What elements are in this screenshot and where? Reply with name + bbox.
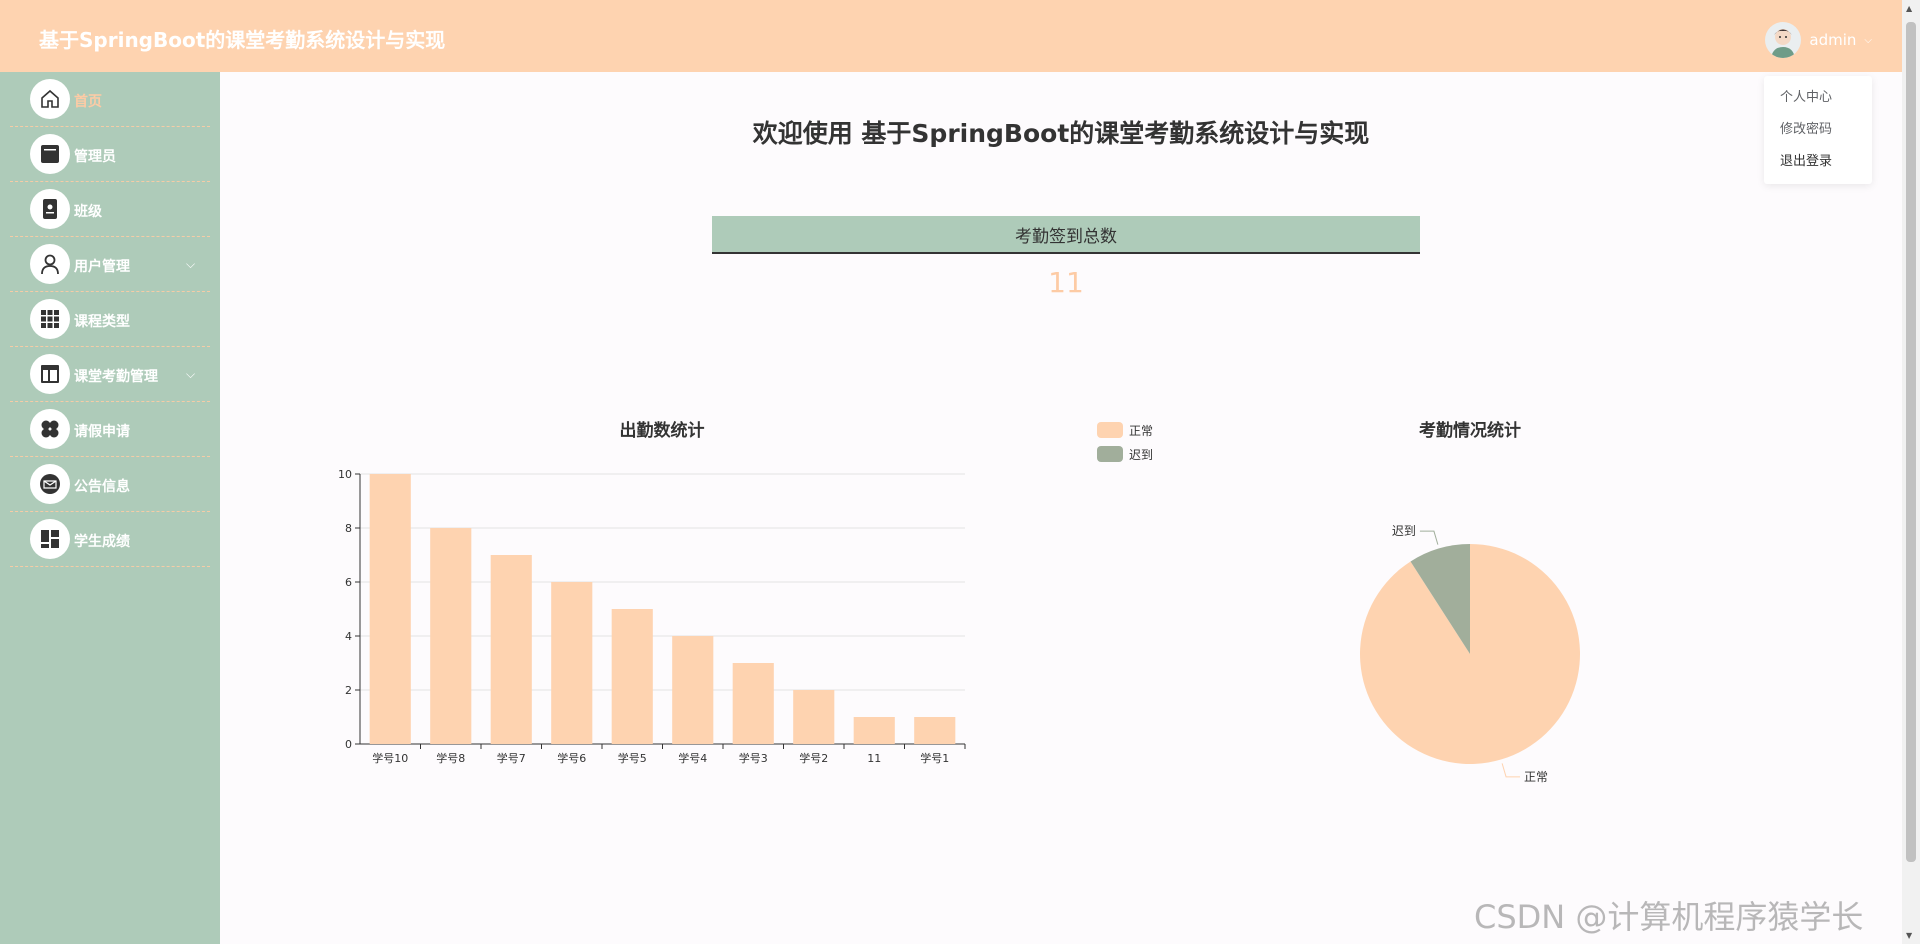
chevron-down-icon: ⌵ [1864, 34, 1872, 46]
watermark: CSDN @计算机程序猿学长 [1474, 898, 1864, 936]
bar [611, 609, 653, 744]
legend-swatch [1097, 446, 1123, 462]
stat-label: 考勤签到总数 [1015, 226, 1117, 247]
y-tick-label: 4 [345, 630, 352, 643]
scroll-up-icon[interactable]: ▲ [1906, 4, 1913, 13]
app-title: 基于SpringBoot的课堂考勤系统设计与实现 [39, 28, 446, 52]
x-tick-label: 学号10 [372, 751, 408, 765]
bar [853, 717, 895, 744]
sidebar-item-home[interactable]: 首页 [10, 72, 210, 127]
sidebar-item-label: 课程类型 [74, 314, 130, 330]
legend-item-late[interactable]: 迟到 [1097, 442, 1153, 466]
legend-label: 正常 [1129, 423, 1154, 438]
sidebar-item-class[interactable]: 班级 [10, 182, 210, 237]
y-tick-label: 6 [345, 576, 352, 589]
y-tick-label: 2 [345, 684, 352, 697]
sidebar-item-label: 课堂考勤管理 [74, 369, 158, 385]
bar [914, 717, 956, 744]
legend-swatch [1097, 422, 1123, 438]
layout-icon [30, 354, 70, 394]
x-tick-label: 学号8 [436, 751, 465, 765]
sidebar-item-attendance-management[interactable]: 课堂考勤管理 ⌵ [10, 347, 210, 402]
class-icon [30, 189, 70, 229]
sidebar-item-label: 管理员 [74, 149, 116, 165]
sidebar-item-label: 首页 [74, 94, 102, 110]
admin-icon [30, 134, 70, 174]
mail-icon [30, 464, 70, 504]
sidebar-item-student-grades[interactable]: 学生成绩 [10, 512, 210, 567]
pie-label-line [1419, 530, 1439, 545]
user-icon [30, 244, 70, 284]
x-tick-label: 学号6 [557, 751, 586, 765]
sidebar-item-label: 公告信息 [74, 479, 130, 495]
x-tick-label: 学号5 [618, 751, 647, 765]
x-tick-label: 学号2 [799, 751, 828, 765]
pie-label: 正常 [1524, 770, 1548, 784]
sidebar-item-label: 学生成绩 [74, 534, 130, 550]
bar-chart-title: 出勤数统计 [619, 421, 705, 441]
bar [551, 582, 593, 744]
user-dropdown-menu: 个人中心 修改密码 退出登录 [1764, 76, 1872, 184]
x-tick-label: 学号7 [497, 751, 526, 765]
sidebar-item-admin[interactable]: 管理员 [10, 127, 210, 182]
sidebar: 首页 管理员 班级 用户管理 ⌵ 课程类型 课堂考勤管 [0, 72, 220, 944]
sidebar-item-course-type[interactable]: 课程类型 [10, 292, 210, 347]
stat-card: 考勤签到总数 [712, 216, 1420, 254]
pie-slice [1410, 544, 1470, 654]
sidebar-item-label: 请假申请 [74, 424, 130, 440]
page-scrollbar[interactable]: ▲ ▼ [1902, 0, 1920, 944]
user-name: admin [1809, 31, 1857, 49]
attendance-pie-chart: 正常 迟到 [1360, 524, 1580, 784]
grid-icon [30, 299, 70, 339]
y-tick-label: 0 [345, 738, 352, 751]
dropdown-item-profile[interactable]: 个人中心 [1780, 90, 1833, 105]
bar [793, 690, 835, 744]
pie-chart-title: 考勤情况统计 [1419, 421, 1521, 441]
bar [672, 636, 714, 744]
sidebar-item-label: 班级 [74, 204, 102, 220]
chevron-down-icon: ⌵ [186, 367, 196, 381]
bar [490, 555, 532, 744]
scroll-thumb[interactable] [1906, 22, 1916, 862]
chevron-down-icon: ⌵ [186, 257, 196, 271]
avatar[interactable] [1765, 22, 1802, 58]
x-tick-label: 学号3 [739, 751, 768, 765]
x-tick-label: 学号1 [920, 751, 949, 765]
sidebar-item-leave-request[interactable]: 请假申请 [10, 402, 210, 457]
sidebar-item-user-management[interactable]: 用户管理 ⌵ [10, 237, 210, 292]
user-menu-trigger[interactable]: admin ⌵ [1765, 20, 1872, 60]
y-tick-label: 8 [345, 522, 352, 535]
sidebar-item-announcements[interactable]: 公告信息 [10, 457, 210, 512]
stat-value: 11 [1048, 266, 1084, 299]
dropdown-item-change-password[interactable]: 修改密码 [1780, 122, 1833, 137]
page-title: 欢迎使用 基于SpringBoot的课堂考勤系统设计与实现 [752, 119, 1370, 148]
top-header: 基于SpringBoot的课堂考勤系统设计与实现 admin ⌵ [0, 0, 1902, 72]
legend-label: 迟到 [1129, 447, 1154, 462]
sidebar-item-label: 用户管理 [74, 259, 130, 275]
home-icon [30, 79, 70, 119]
pie-legend: 正常 迟到 [1097, 418, 1153, 466]
attendance-bar-chart: 0 2 4 6 8 10 学号10 学号8 学号7 学号6 学号5 学号4 学号3 学号2 11 学号1 [338, 468, 966, 765]
dashboard-icon [30, 519, 70, 559]
pie-label: 迟到 [1392, 524, 1416, 538]
y-tick-label: 10 [338, 468, 352, 481]
x-tick-label: 11 [867, 752, 881, 765]
scroll-down-icon[interactable]: ▼ [1906, 931, 1913, 940]
legend-item-normal[interactable]: 正常 [1097, 418, 1153, 442]
bar [732, 663, 774, 744]
bar [369, 474, 411, 744]
x-tick-label: 学号4 [678, 751, 707, 765]
dropdown-item-logout[interactable]: 退出登录 [1780, 154, 1833, 169]
avatar-icon [1771, 29, 1796, 58]
bar [430, 528, 472, 744]
pie-label-line [1501, 763, 1521, 778]
clover-icon [30, 409, 70, 449]
